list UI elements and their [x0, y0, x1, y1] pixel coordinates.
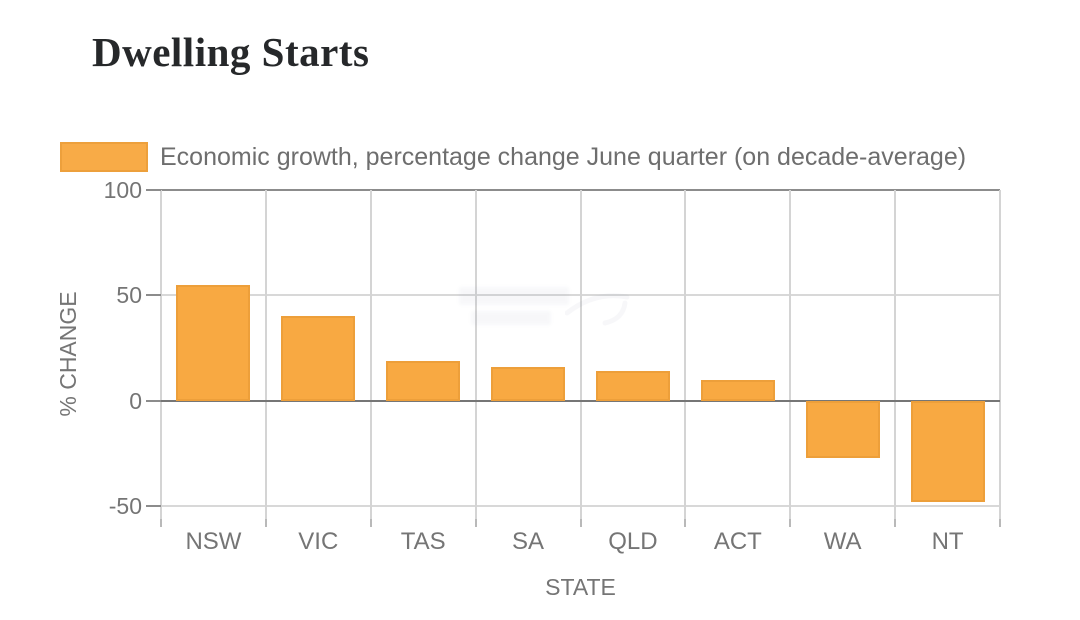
- y-tick-label--50: -50: [108, 493, 142, 519]
- x-category-label-SA: SA: [512, 528, 545, 555]
- x-tick-mark-1: [264, 519, 267, 527]
- x-category-label-WA: WA: [823, 528, 862, 555]
- legend-label: Economic growth, percentage change June …: [160, 143, 967, 171]
- plot-area: [160, 189, 1001, 519]
- gridline-x-8: [999, 190, 1001, 519]
- gridline-x-0: [160, 190, 162, 519]
- x-tick-mark-0: [160, 519, 162, 527]
- y-axis-title: % CHANGE: [55, 291, 81, 417]
- x-tick-mark-2: [369, 519, 372, 527]
- bar-TAS: [386, 360, 461, 401]
- x-category-label-NT: NT: [931, 528, 964, 555]
- bar-QLD: [595, 371, 670, 401]
- x-tick-mark-7: [894, 519, 897, 527]
- watermark: [455, 283, 635, 338]
- y-tick-mark-0: [146, 399, 161, 402]
- gridline-x-1: [264, 190, 267, 519]
- gridline-x-6: [789, 190, 792, 519]
- watermark-swoosh-icon: [565, 293, 630, 326]
- legend-swatch-icon: [60, 142, 148, 172]
- y-tick-mark-100: [146, 189, 161, 191]
- x-category-label-TAS: TAS: [400, 528, 446, 555]
- gridline-x-5: [684, 190, 687, 519]
- bar-ACT: [700, 379, 775, 401]
- y-tick-mark-50: [146, 294, 161, 297]
- watermark-text-blur: [471, 311, 551, 325]
- gridline-x-2: [369, 190, 372, 519]
- y-tick-label-100: 100: [103, 177, 142, 203]
- x-tick-mark-8: [999, 519, 1001, 527]
- x-tick-mark-4: [579, 519, 582, 527]
- x-category-label-VIC: VIC: [298, 528, 339, 555]
- gridline-x-7: [894, 190, 897, 519]
- y-tick-label-50: 50: [116, 282, 142, 309]
- gridline-y-0: [161, 399, 1000, 402]
- x-tick-mark-6: [789, 519, 792, 527]
- bar-SA: [491, 366, 566, 401]
- gridline-x-3: [474, 190, 477, 519]
- x-tick-mark-3: [474, 519, 477, 527]
- x-tick-mark-5: [684, 519, 687, 527]
- gridline-x-4: [579, 190, 582, 519]
- x-category-label-QLD: QLD: [608, 528, 658, 555]
- bar-NSW: [176, 284, 251, 401]
- x-category-label-NSW: NSW: [185, 528, 242, 555]
- x-category-label-ACT: ACT: [713, 528, 762, 555]
- bar-VIC: [281, 316, 356, 401]
- x-axis-title: STATE: [545, 574, 616, 600]
- watermark-text-blur: [459, 287, 569, 305]
- bar-WA: [805, 400, 880, 458]
- y-tick-mark--50: [146, 505, 161, 507]
- chart-title: Dwelling Starts: [92, 29, 370, 75]
- y-tick-label-0: 0: [129, 387, 142, 414]
- bar-NT: [910, 400, 985, 502]
